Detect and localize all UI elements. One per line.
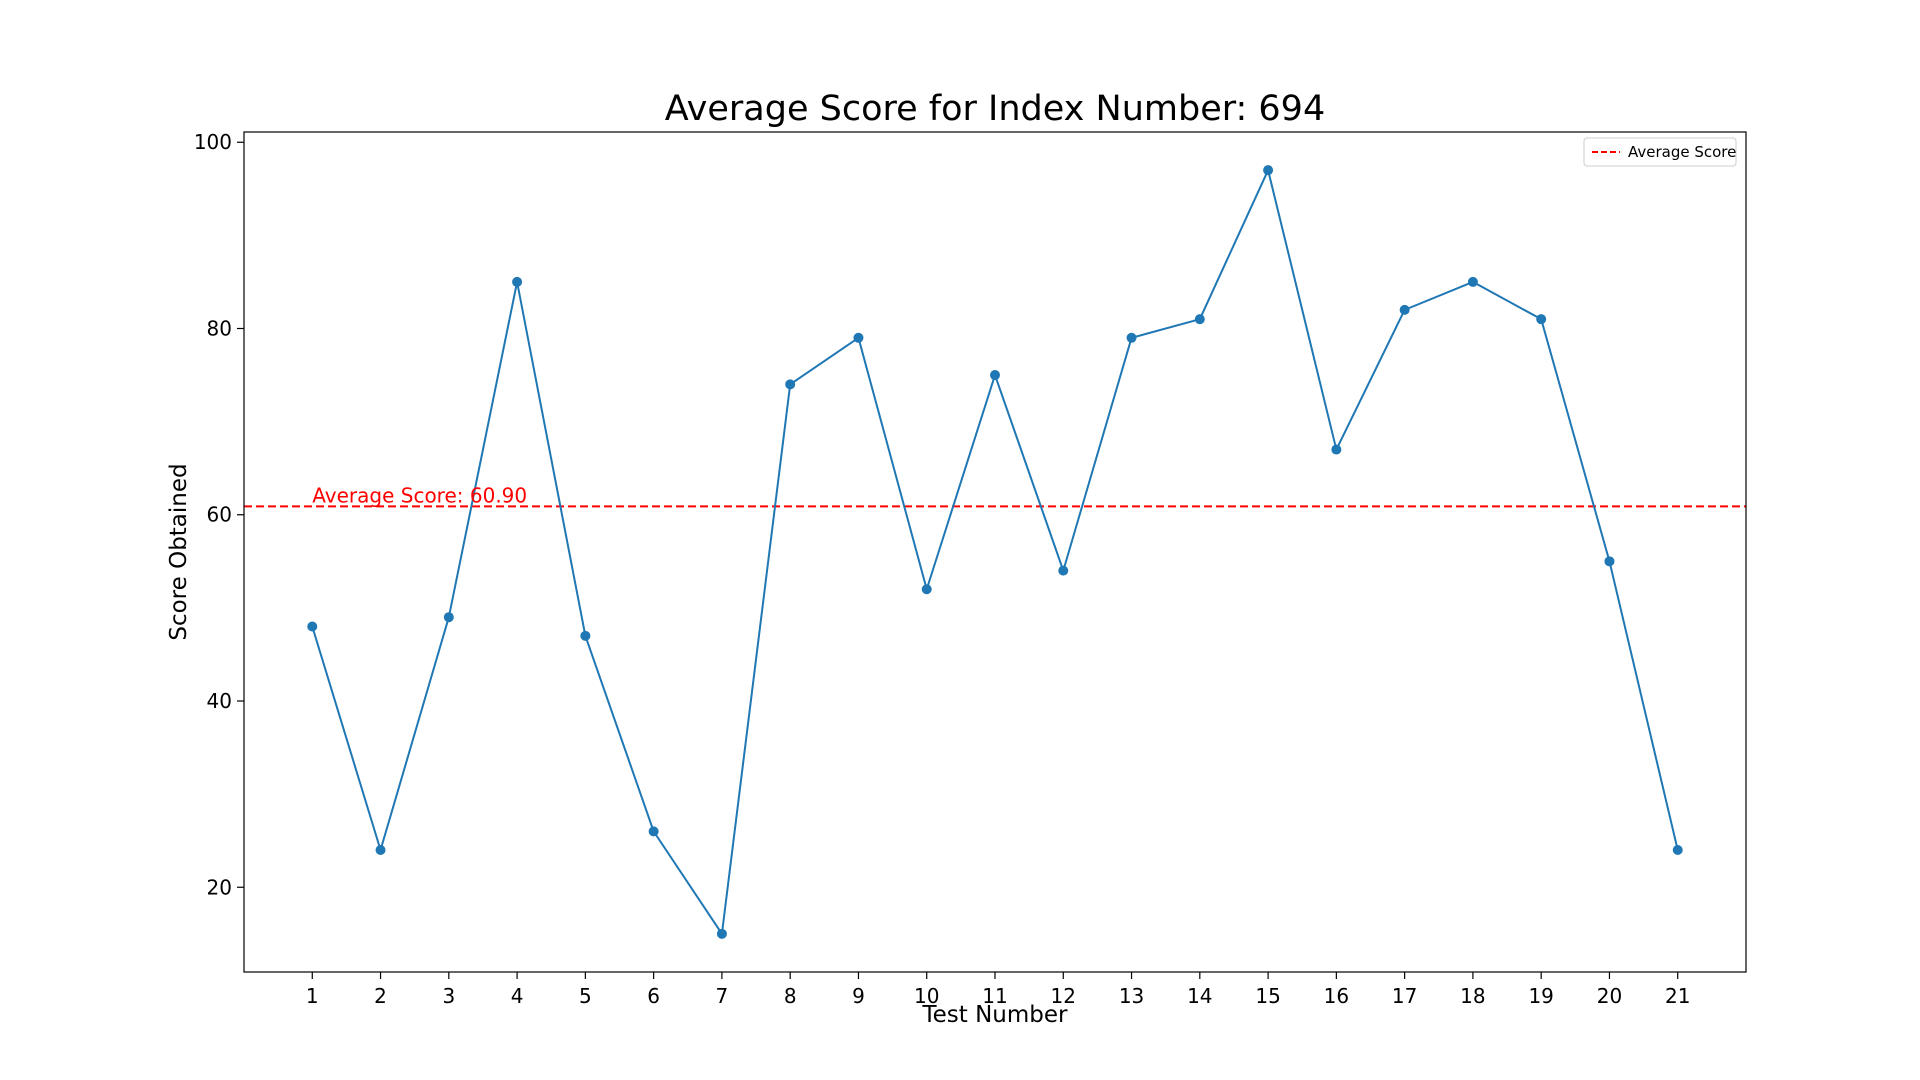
y-axis-title: Score Obtained bbox=[166, 463, 192, 640]
legend: Average Score bbox=[1583, 137, 1737, 167]
x-tick-label: 17 bbox=[1392, 984, 1417, 1008]
data-point bbox=[1058, 565, 1069, 576]
data-point bbox=[512, 276, 523, 287]
x-tick-label: 9 bbox=[852, 984, 865, 1008]
x-tick-label: 4 bbox=[511, 984, 524, 1008]
x-tick-label: 12 bbox=[1051, 984, 1076, 1008]
x-tick-label: 13 bbox=[1119, 984, 1144, 1008]
data-point bbox=[443, 612, 454, 623]
plot-area bbox=[244, 132, 1746, 972]
data-point bbox=[580, 630, 591, 641]
legend-box bbox=[1583, 137, 1737, 167]
x-tick-label: 8 bbox=[784, 984, 797, 1008]
legend-label-average: Average Score bbox=[1628, 143, 1736, 161]
x-tick-label: 7 bbox=[716, 984, 729, 1008]
y-tick-label: 60 bbox=[207, 503, 232, 527]
data-point bbox=[1331, 444, 1342, 455]
data-point bbox=[1604, 556, 1615, 567]
x-tick-label: 14 bbox=[1187, 984, 1212, 1008]
data-point bbox=[307, 621, 318, 632]
data-point bbox=[716, 928, 727, 939]
data-point bbox=[921, 584, 932, 595]
x-tick-label: 3 bbox=[442, 984, 455, 1008]
average-score-annotation: Average Score: 60.90 bbox=[312, 483, 527, 507]
y-tick-label: 100 bbox=[194, 130, 232, 154]
data-point bbox=[1194, 314, 1205, 325]
y-tick-label: 80 bbox=[207, 316, 232, 340]
x-tick-label: 16 bbox=[1324, 984, 1349, 1008]
data-point bbox=[1399, 304, 1410, 315]
x-tick-label: 15 bbox=[1255, 984, 1280, 1008]
x-axis-title: Test Number bbox=[922, 1002, 1069, 1028]
x-tick-label: 1 bbox=[306, 984, 319, 1008]
chart-title: Average Score for Index Number: 694 bbox=[665, 89, 1325, 129]
y-tick-label: 20 bbox=[207, 875, 232, 899]
data-point bbox=[375, 845, 386, 856]
data-point bbox=[1263, 165, 1274, 176]
data-point bbox=[1126, 332, 1137, 343]
data-point bbox=[648, 826, 659, 837]
data-point bbox=[1467, 276, 1478, 287]
data-point bbox=[1672, 845, 1683, 856]
x-tick-label: 18 bbox=[1460, 984, 1485, 1008]
x-tick-label: 10 bbox=[914, 984, 939, 1008]
data-point bbox=[785, 379, 796, 390]
data-point bbox=[853, 332, 864, 343]
data-point bbox=[1536, 314, 1547, 325]
x-tick-label: 20 bbox=[1597, 984, 1622, 1008]
x-tick-label: 2 bbox=[374, 984, 387, 1008]
x-tick-label: 5 bbox=[579, 984, 592, 1008]
x-tick-label: 11 bbox=[982, 984, 1007, 1008]
x-tick-label: 19 bbox=[1528, 984, 1553, 1008]
x-tick-label: 6 bbox=[647, 984, 660, 1008]
y-tick-label: 40 bbox=[207, 689, 232, 713]
data-point bbox=[990, 370, 1000, 381]
x-tick-label: 21 bbox=[1665, 984, 1690, 1008]
